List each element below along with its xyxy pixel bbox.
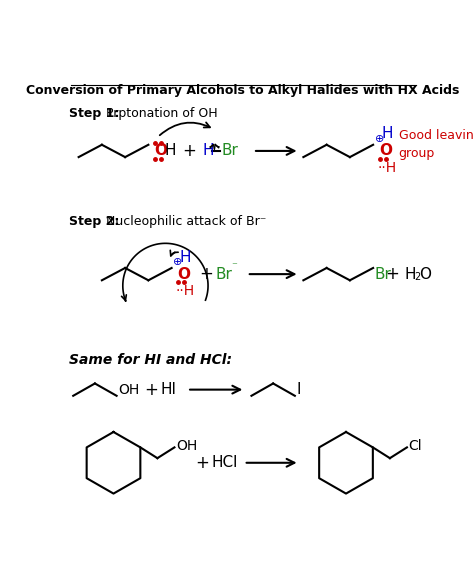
Text: Same for HI and HCl:: Same for HI and HCl: — [69, 353, 232, 367]
Text: H: H — [404, 267, 416, 281]
Text: Conversion of Primary Alcohols to Alkyl Halides with HX Acids: Conversion of Primary Alcohols to Alkyl … — [26, 84, 460, 97]
Text: ⊕: ⊕ — [375, 134, 385, 144]
Text: OH: OH — [118, 383, 139, 397]
Text: Step 2:: Step 2: — [69, 215, 119, 228]
Text: Br: Br — [221, 144, 238, 158]
Text: HI: HI — [160, 382, 176, 397]
Text: Good leaving
group: Good leaving group — [399, 129, 474, 160]
Text: O: O — [177, 267, 190, 281]
Text: OH: OH — [176, 439, 197, 453]
Text: ⁻: ⁻ — [231, 262, 237, 272]
Text: H: H — [202, 144, 214, 158]
Text: O: O — [154, 144, 167, 158]
Text: O: O — [379, 144, 392, 158]
Text: H: H — [382, 127, 393, 141]
Text: H: H — [179, 250, 191, 265]
Text: ··H: ··H — [378, 161, 397, 175]
Text: Nucleophilic attack of Br⁻: Nucleophilic attack of Br⁻ — [102, 215, 266, 228]
Text: +: + — [144, 381, 158, 399]
Text: Step 1:: Step 1: — [69, 107, 119, 120]
Text: +: + — [385, 265, 400, 283]
Text: Br: Br — [216, 267, 233, 281]
Text: I: I — [296, 382, 301, 397]
Text: H: H — [164, 144, 176, 158]
Text: Prptonation of OH: Prptonation of OH — [102, 107, 218, 120]
Text: +: + — [200, 265, 213, 283]
Text: +: + — [196, 454, 210, 472]
Text: Br: Br — [374, 267, 392, 281]
Text: ··H: ··H — [175, 284, 195, 298]
Text: ⊕: ⊕ — [173, 257, 182, 267]
Text: HCl: HCl — [212, 456, 238, 470]
Text: 2: 2 — [414, 272, 420, 282]
Text: O: O — [419, 267, 432, 281]
Text: Cl: Cl — [409, 439, 422, 453]
Text: +: + — [182, 142, 196, 160]
